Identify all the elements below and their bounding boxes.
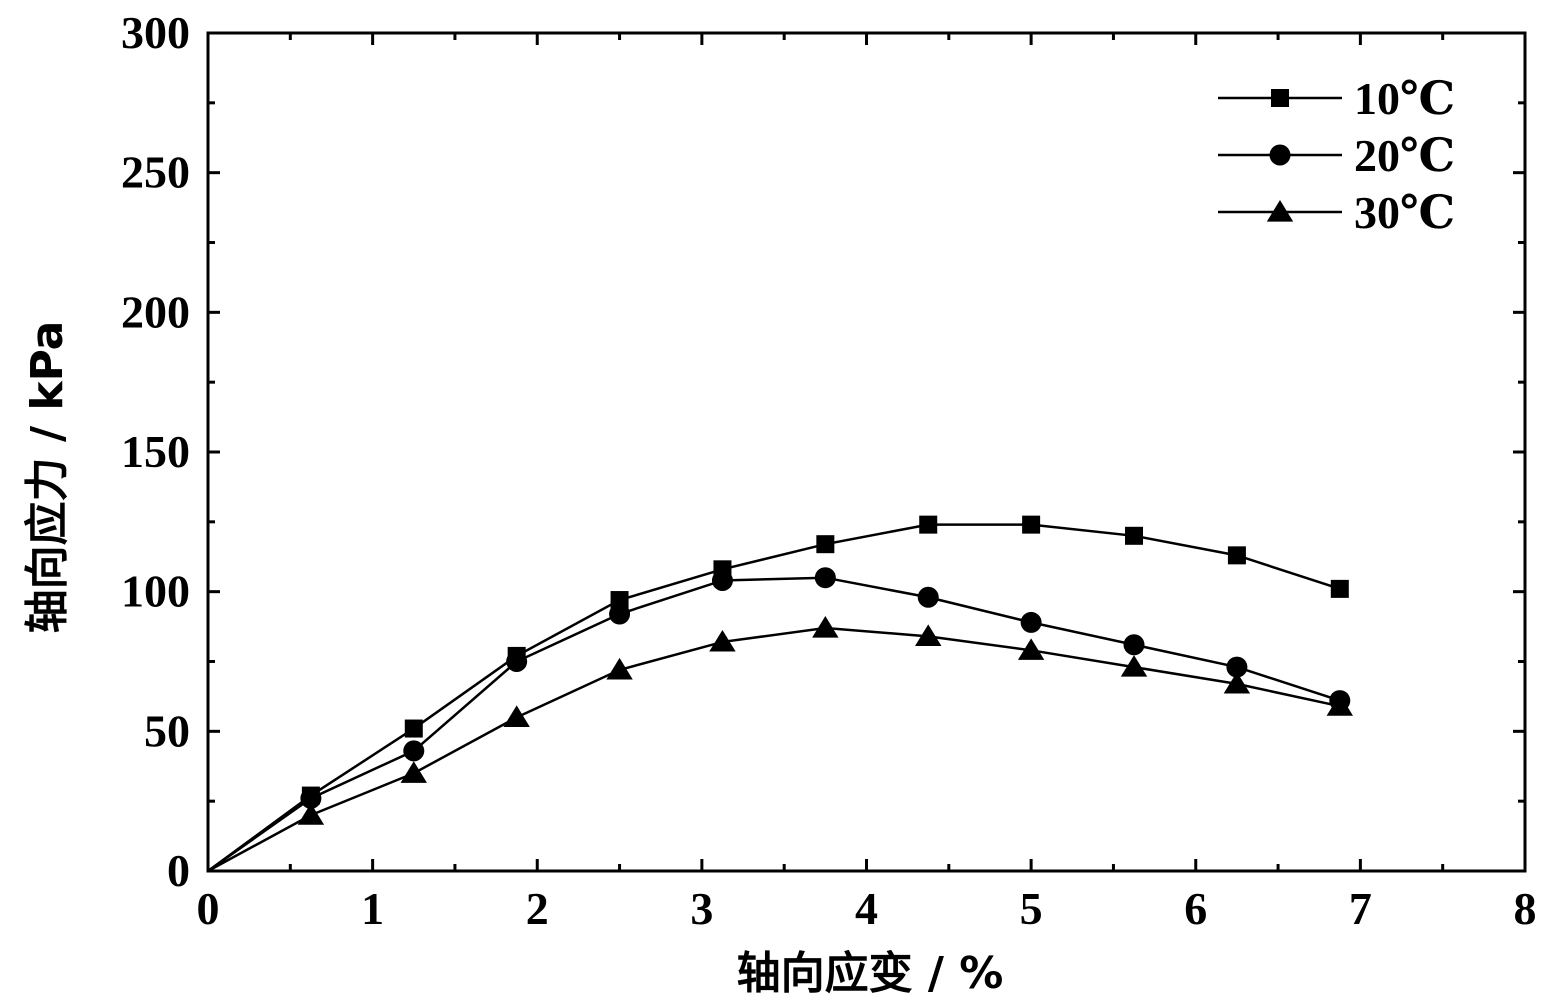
data-point [814,567,836,589]
series-line [207,576,1341,873]
data-point [403,740,425,762]
y-tick-labels: 0 50 100 150 200 250 300 [121,7,190,896]
legend-item: 10℃ [1218,73,1455,124]
data-point [297,803,325,825]
y-tick-label: 100 [121,566,190,617]
x-tick-label: 0 [197,883,220,934]
data-point [812,615,839,638]
series-layer [207,515,1353,873]
x-tick-label: 6 [1184,883,1207,934]
data-point [400,761,427,783]
x-tick-label: 7 [1349,883,1372,934]
series-line [207,626,1341,873]
y-tick-label: 0 [167,845,190,896]
data-point [1125,526,1144,545]
x-tick-label: 4 [855,883,878,934]
x-tick-label: 8 [1514,883,1537,934]
series-1 [207,515,1349,873]
legend-label: 30℃ [1354,187,1455,238]
legend: 10℃ 20℃ 30℃ [1218,73,1455,238]
data-point [1223,671,1251,694]
axis-ticks [206,31,1527,873]
x-tick-label: 1 [361,883,384,934]
legend-marker [1269,144,1291,166]
y-tick-label: 300 [121,7,190,58]
y-axis-title: 轴向应力 / kPa [22,321,73,634]
legend-item: 30℃ [1218,187,1455,238]
data-point [1330,579,1349,598]
legend-label: 10℃ [1354,73,1455,124]
data-point [1020,611,1042,633]
data-point [606,657,633,680]
data-point [503,705,530,727]
data-point [300,787,322,809]
series-line [207,523,1341,873]
y-tick-label: 50 [144,705,190,756]
legend-marker [1266,200,1294,222]
x-tick-labels: 0 1 2 3 4 5 6 7 8 [197,883,1537,934]
data-point [1123,634,1145,656]
data-point [915,624,942,646]
data-point [1120,655,1148,677]
data-point [1326,694,1353,716]
x-tick-label: 3 [690,883,713,934]
y-tick-label: 250 [121,147,190,198]
data-point [1017,638,1045,660]
series-2 [207,567,1351,873]
data-point [609,603,631,625]
legend-marker [1271,89,1289,107]
series-3 [207,615,1353,873]
x-tick-label: 5 [1020,883,1043,934]
data-point [709,629,736,652]
data-point [1022,515,1041,534]
x-axis-title: 轴向应变 / % [737,948,1004,999]
data-point [816,535,835,554]
data-point [1227,546,1246,565]
data-point [711,569,733,591]
data-point [919,515,938,534]
legend-label: 20℃ [1354,130,1455,181]
data-point [1226,656,1248,678]
legend-item: 20℃ [1218,130,1455,181]
x-tick-label: 2 [526,883,549,934]
y-tick-label: 200 [121,286,190,337]
data-point [917,586,939,608]
data-point [404,719,423,738]
y-tick-label: 150 [121,426,190,477]
data-point [506,651,528,672]
